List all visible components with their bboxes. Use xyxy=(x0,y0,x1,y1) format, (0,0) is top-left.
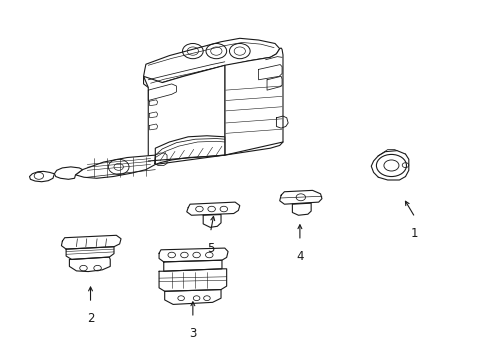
Polygon shape xyxy=(155,136,224,165)
Polygon shape xyxy=(143,38,279,87)
Text: 5: 5 xyxy=(206,242,214,255)
Text: 2: 2 xyxy=(86,312,94,325)
Polygon shape xyxy=(143,65,224,165)
Polygon shape xyxy=(29,171,54,182)
Text: 4: 4 xyxy=(296,250,303,263)
Polygon shape xyxy=(224,48,283,155)
Polygon shape xyxy=(75,155,155,178)
Text: 3: 3 xyxy=(189,327,196,340)
Polygon shape xyxy=(54,167,82,179)
Text: 1: 1 xyxy=(410,227,417,240)
